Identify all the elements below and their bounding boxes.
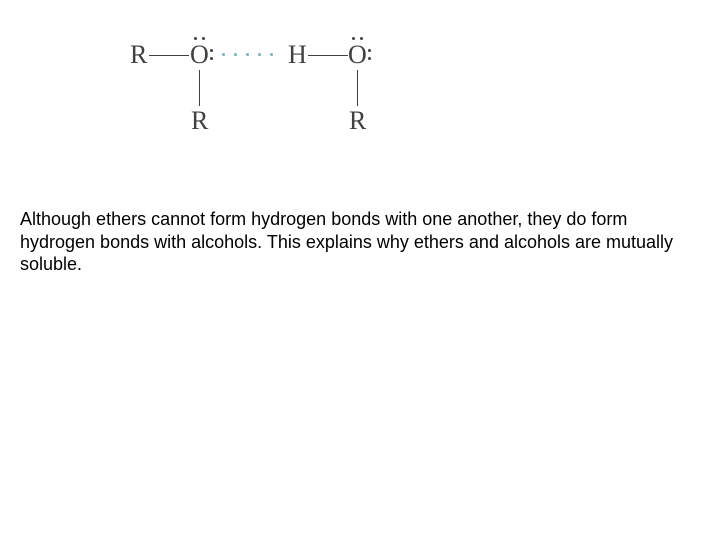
hbond-diagram: R O R H O R: [130, 20, 440, 150]
slide: R O R H O R Although ethers cannot form …: [0, 0, 720, 540]
bond-o2-r3: [357, 70, 358, 106]
atom-o2: O: [348, 42, 367, 68]
lone-pair-dot: [210, 57, 213, 60]
bond-h-o2: [308, 55, 348, 56]
atom-h: H: [288, 42, 307, 68]
lone-pair-dot: [368, 57, 371, 60]
lone-pair-dot: [210, 49, 213, 52]
atom-o1: O: [190, 42, 209, 68]
hbond-dot: [270, 53, 273, 56]
atom-r2: R: [191, 108, 208, 134]
caption-text: Although ethers cannot form hydrogen bon…: [20, 208, 690, 276]
hbond-dot: [222, 53, 225, 56]
atom-r1: R: [130, 42, 147, 68]
lone-pair-dot: [368, 49, 371, 52]
atom-r3: R: [349, 108, 366, 134]
hbond-dot: [246, 53, 249, 56]
hbond-dot: [234, 53, 237, 56]
hbond-dot: [258, 53, 261, 56]
bond-r1-o1: [149, 55, 189, 56]
bond-o1-r2: [199, 70, 200, 106]
